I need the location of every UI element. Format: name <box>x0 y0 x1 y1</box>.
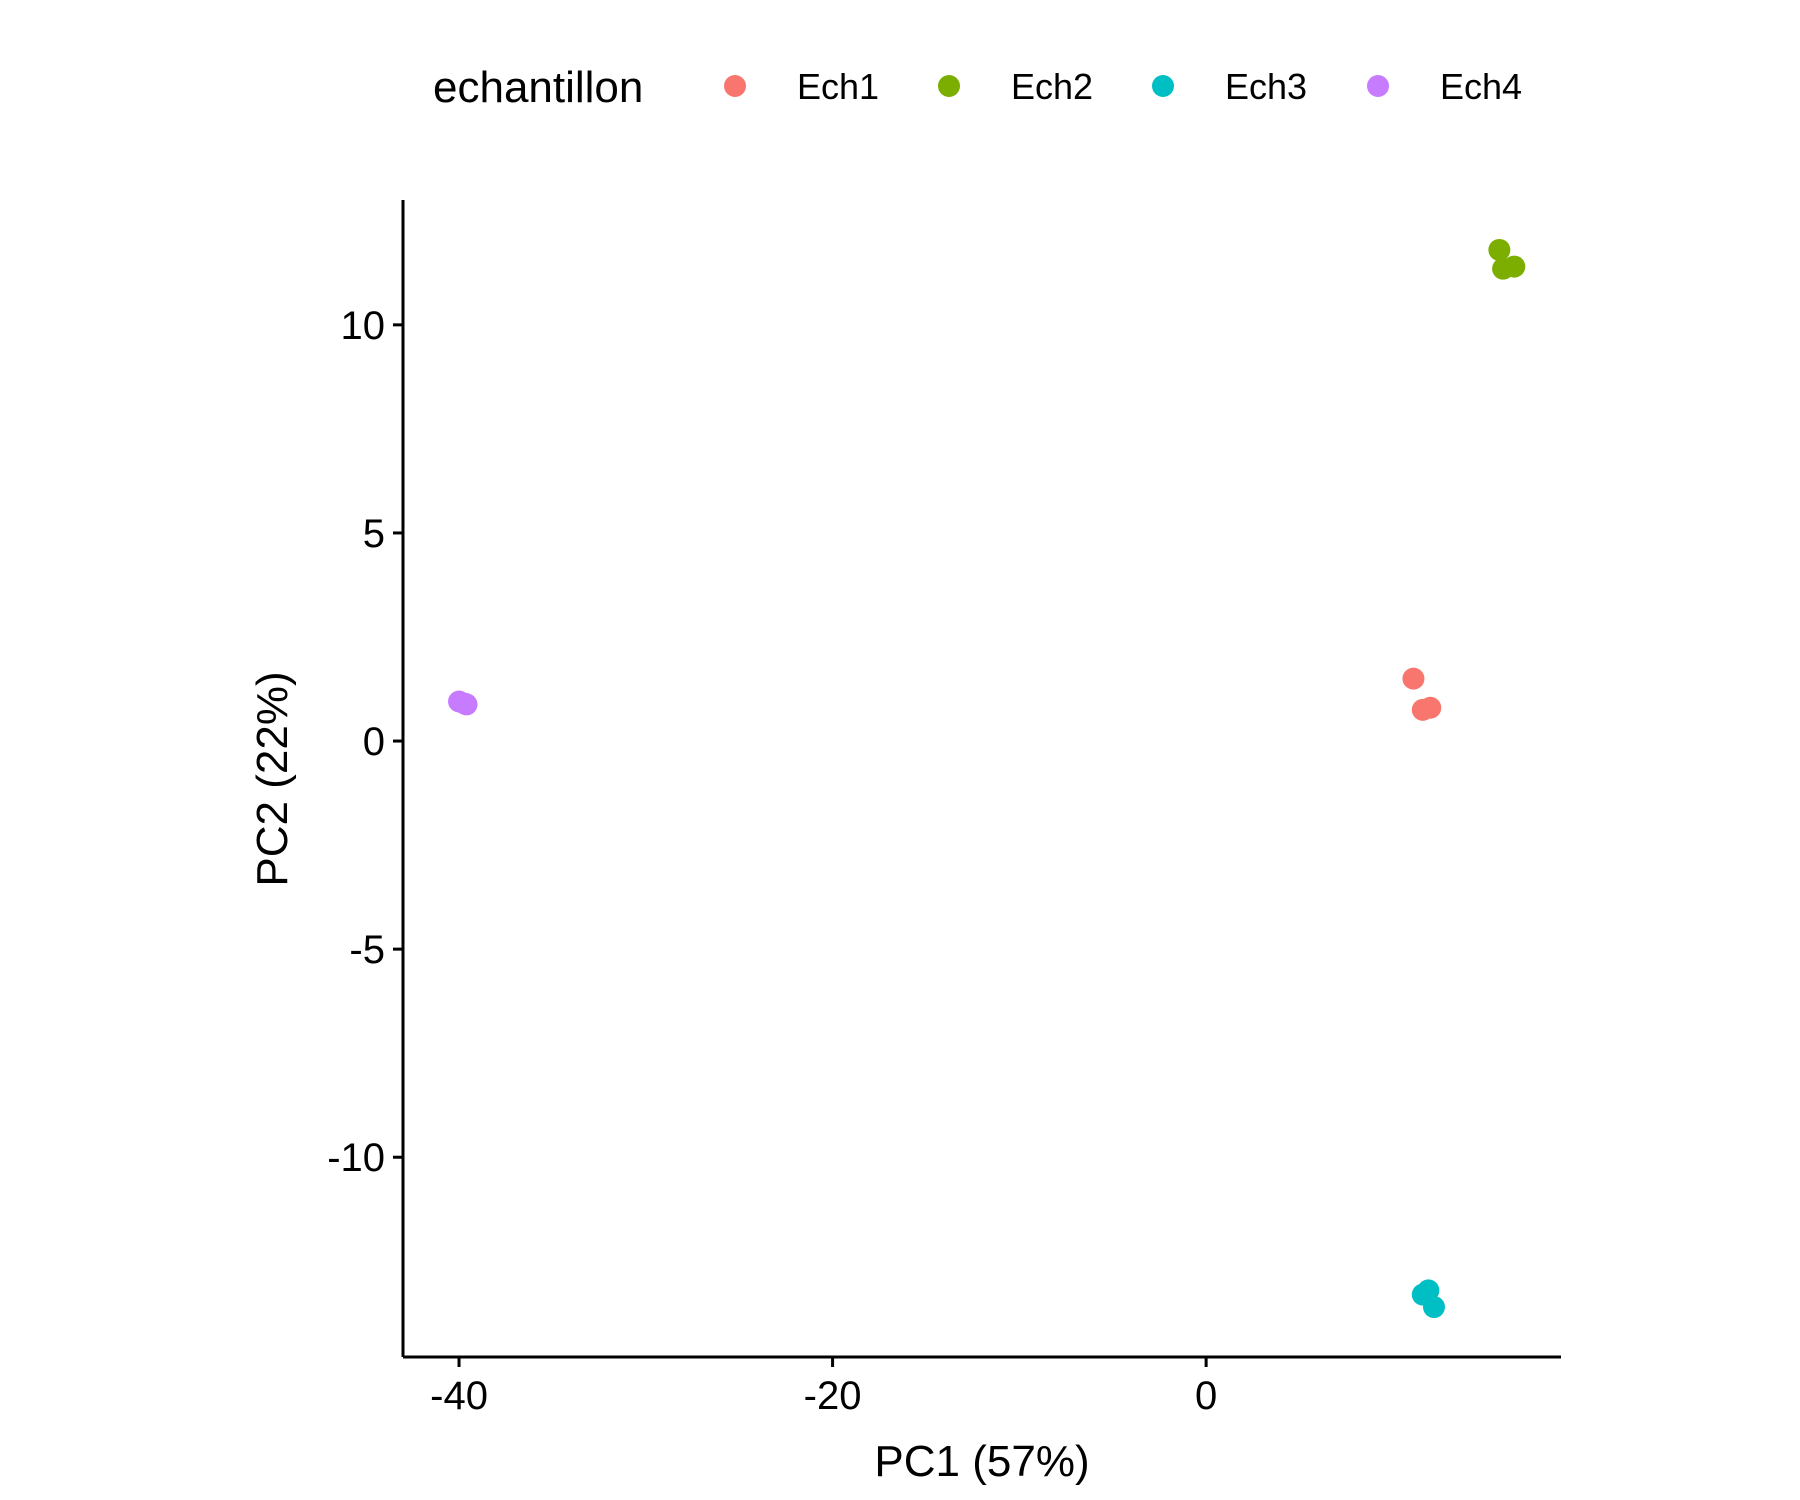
legend-label-ech2: Ech2 <box>1011 66 1093 107</box>
x-axis-title: PC1 (57%) <box>874 1437 1089 1486</box>
y-tick-label: 10 <box>341 304 386 348</box>
point-ech3 <box>1422 1296 1445 1319</box>
legend-title: echantillon <box>433 63 643 112</box>
y-tick-label: 5 <box>363 512 385 556</box>
point-ech2 <box>1488 238 1511 261</box>
point-ech1 <box>1419 696 1442 719</box>
legend-key-ech4 <box>1367 75 1389 97</box>
legend-label-ech1: Ech1 <box>797 66 879 107</box>
y-axis-title: PC2 (22%) <box>248 671 297 886</box>
legend-key-ech1 <box>724 75 746 97</box>
y-tick-label: -10 <box>327 1136 385 1180</box>
legend-key-ech2 <box>938 75 960 97</box>
legend-key-ech3 <box>1152 75 1174 97</box>
point-ech1 <box>1402 667 1425 690</box>
x-tick-label: -20 <box>804 1374 862 1418</box>
legend-label-ech4: Ech4 <box>1440 66 1522 107</box>
y-tick-label: 0 <box>363 720 385 764</box>
legend: echantillon Ech1 Ech2 Ech3 Ech4 <box>433 63 1522 112</box>
y-tick-label: -5 <box>349 928 385 972</box>
point-ech2 <box>1503 255 1526 278</box>
y-axis-ticks: -10 -5 0 5 10 <box>327 304 403 1180</box>
point-ech4 <box>455 693 478 716</box>
x-axis-ticks: -40 -20 0 <box>430 1357 1217 1418</box>
point-ech3 <box>1417 1279 1440 1302</box>
legend-label-ech3: Ech3 <box>1225 66 1307 107</box>
x-tick-label: -40 <box>430 1374 488 1418</box>
data-points <box>448 238 1526 1319</box>
x-tick-label: 0 <box>1195 1374 1217 1418</box>
